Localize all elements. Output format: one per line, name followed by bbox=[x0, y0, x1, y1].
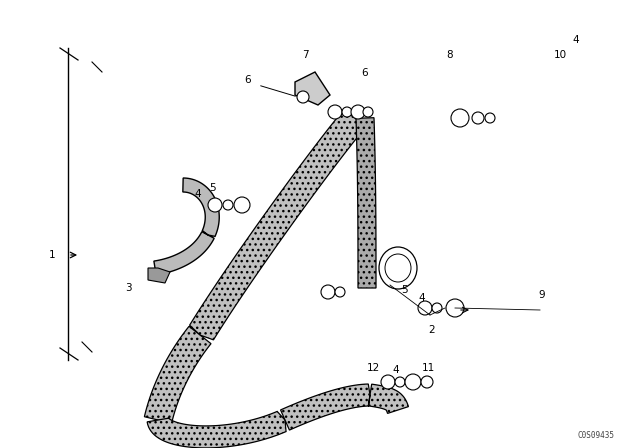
Circle shape bbox=[363, 107, 373, 117]
Text: 6: 6 bbox=[362, 68, 368, 78]
Text: 6: 6 bbox=[244, 75, 252, 85]
Text: 4: 4 bbox=[573, 35, 579, 45]
Text: 9: 9 bbox=[539, 290, 545, 300]
Circle shape bbox=[335, 287, 345, 297]
Text: 4: 4 bbox=[419, 293, 426, 303]
Text: C0S09435: C0S09435 bbox=[578, 431, 615, 440]
Circle shape bbox=[342, 107, 352, 117]
Polygon shape bbox=[356, 118, 376, 288]
Circle shape bbox=[405, 374, 421, 390]
Circle shape bbox=[432, 303, 442, 313]
Circle shape bbox=[446, 299, 464, 317]
Polygon shape bbox=[145, 109, 366, 423]
Circle shape bbox=[421, 376, 433, 388]
Text: 8: 8 bbox=[447, 50, 453, 60]
Circle shape bbox=[472, 112, 484, 124]
Text: 11: 11 bbox=[421, 363, 435, 373]
Text: 2: 2 bbox=[429, 325, 435, 335]
Text: 10: 10 bbox=[554, 50, 566, 60]
Text: 5: 5 bbox=[402, 285, 408, 295]
Polygon shape bbox=[147, 384, 408, 448]
Circle shape bbox=[351, 105, 365, 119]
Circle shape bbox=[381, 375, 395, 389]
Text: 3: 3 bbox=[125, 283, 131, 293]
Circle shape bbox=[321, 285, 335, 299]
Circle shape bbox=[418, 301, 432, 315]
Polygon shape bbox=[148, 268, 170, 283]
Circle shape bbox=[485, 113, 495, 123]
Text: 5: 5 bbox=[210, 183, 216, 193]
Text: 4: 4 bbox=[195, 189, 202, 199]
Circle shape bbox=[208, 198, 222, 212]
Circle shape bbox=[451, 109, 469, 127]
Ellipse shape bbox=[379, 247, 417, 289]
Circle shape bbox=[297, 91, 309, 103]
Polygon shape bbox=[154, 178, 220, 275]
Circle shape bbox=[234, 197, 250, 213]
Circle shape bbox=[395, 377, 405, 387]
Polygon shape bbox=[295, 72, 330, 105]
Text: 1: 1 bbox=[49, 250, 55, 260]
Text: 12: 12 bbox=[366, 363, 380, 373]
Circle shape bbox=[328, 105, 342, 119]
Circle shape bbox=[223, 200, 233, 210]
Text: 7: 7 bbox=[301, 50, 308, 60]
Text: 4: 4 bbox=[393, 365, 399, 375]
